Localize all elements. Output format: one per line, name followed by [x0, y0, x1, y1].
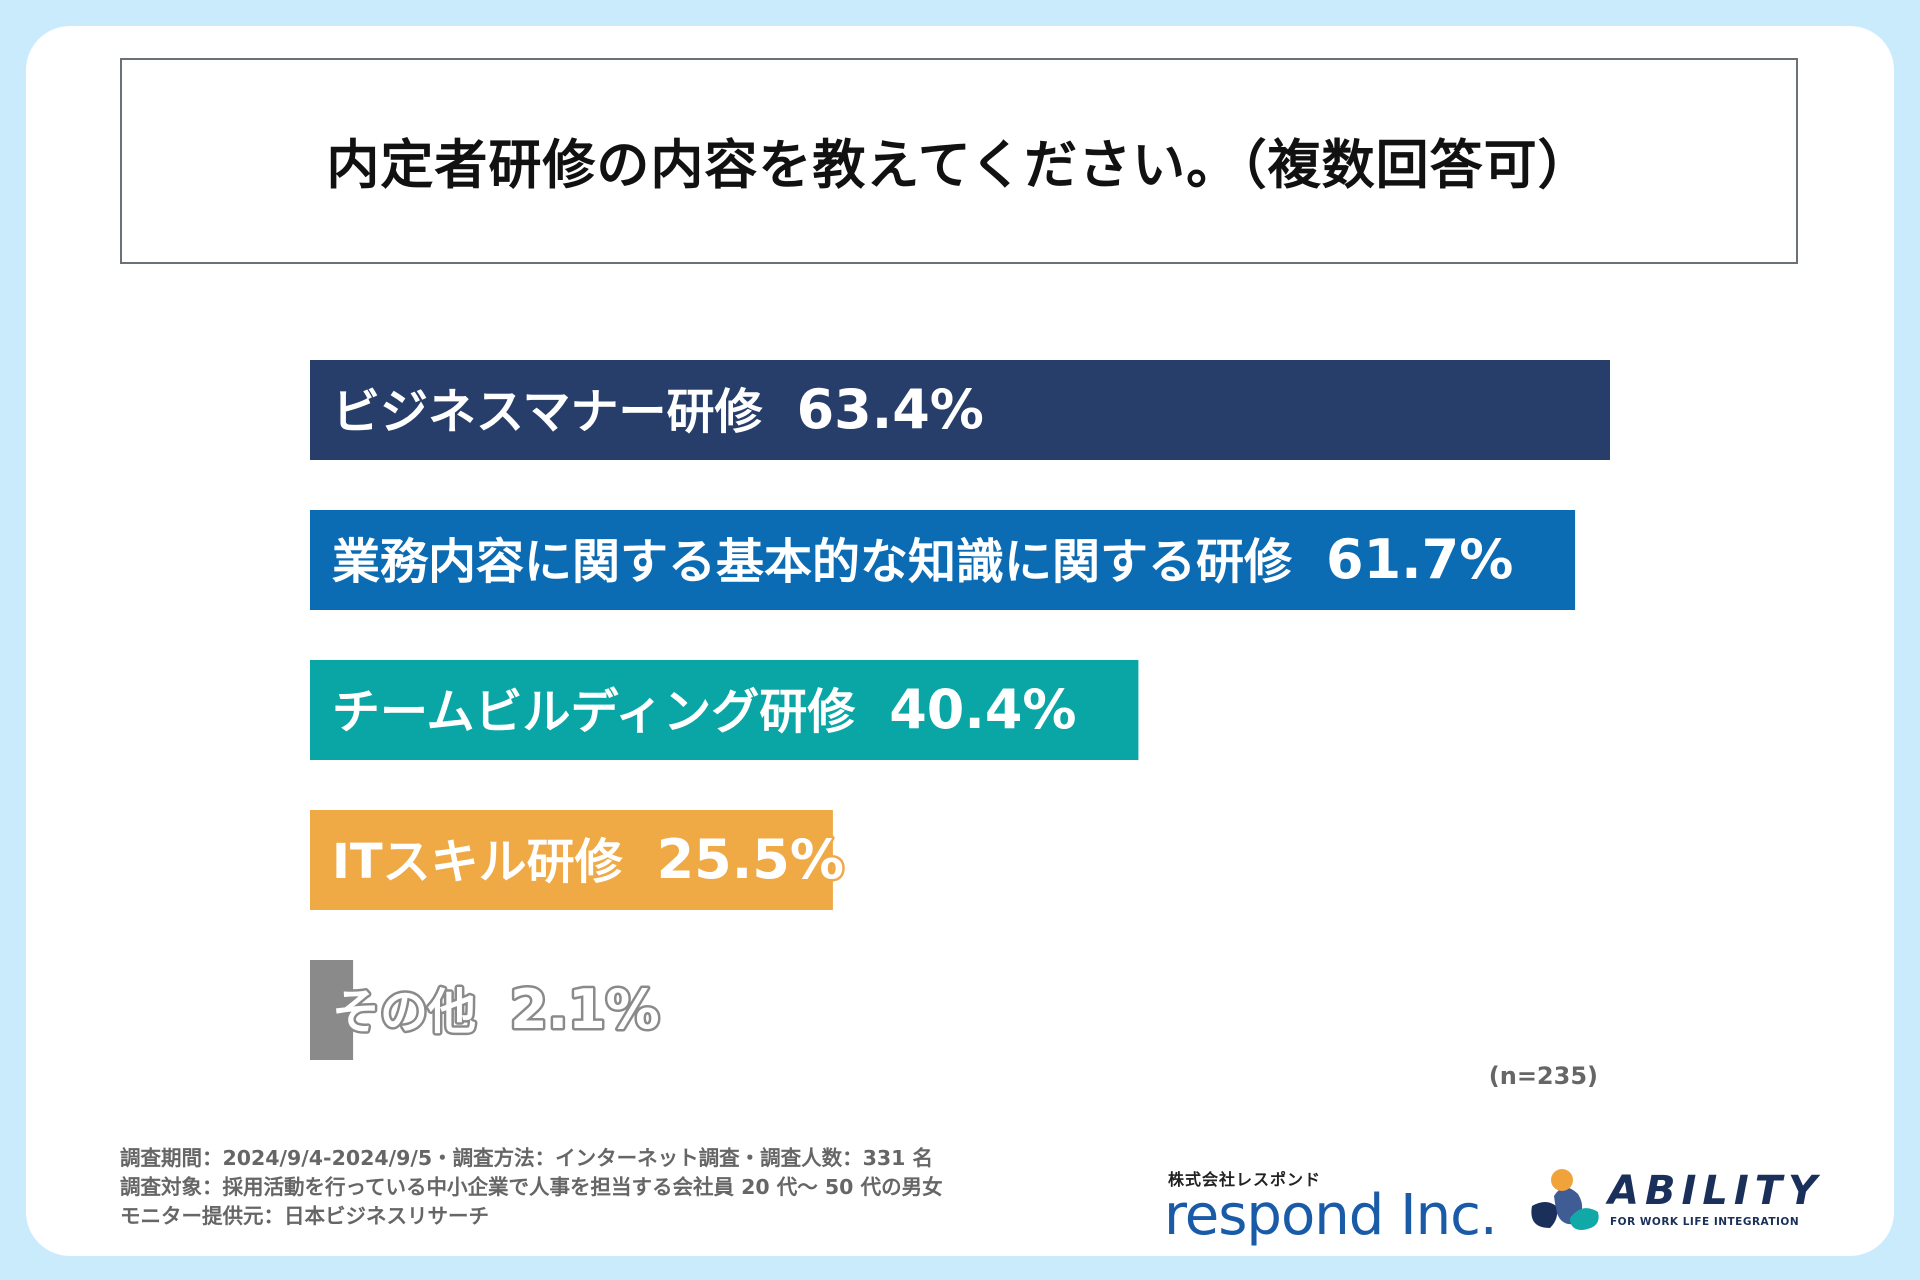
ability-logo-wordmark: ABILITY	[1608, 1168, 1823, 1214]
bar-label-4: ITスキル研修 25.5%	[332, 828, 844, 891]
category-label-4: ITスキル研修	[332, 834, 624, 890]
bar-4	[310, 810, 833, 910]
respond-logo-subtitle: 株式会社レスポンド	[1168, 1170, 1322, 1189]
bar-label-1: ビジネスマナー研修 63.4%	[332, 378, 984, 441]
bar-5	[310, 960, 354, 1060]
ability-logo: ABILITY FOR WORK LIFE INTEGRATION	[1526, 1166, 1817, 1232]
bar-label-5: その他 2.1%	[332, 978, 660, 1041]
value-label-5: 2.1%	[510, 978, 660, 1041]
value-label-2: 61.7%	[1326, 528, 1513, 591]
sample-size-note: (n=235)	[1488, 1062, 1598, 1090]
category-label-1: ビジネスマナー研修	[332, 384, 764, 440]
title-box: 内定者研修の内容を教えてください。（複数回答可）	[120, 58, 1798, 264]
category-label-3: チームビルディング研修	[332, 684, 856, 740]
bar-3	[310, 660, 1139, 760]
value-label-3: 40.4%	[889, 678, 1076, 741]
bar-2	[310, 510, 1576, 610]
bar-label-3: チームビルディング研修 40.4%	[332, 678, 1077, 741]
footnote-line-target: 調査対象：採用活動を行っている中小企業で人事を担当する会社員 20 代～ 50 …	[120, 1175, 943, 1199]
chart-title: 内定者研修の内容を教えてください。（複数回答可）	[326, 135, 1592, 196]
footnote-line-period: 調査期間：2024/9/4-2024/9/5・調査方法：インターネット調査・調査…	[120, 1146, 934, 1170]
ability-logo-icon	[1531, 1169, 1599, 1230]
footnote-line-provider: モニター提供元：日本ビジネスリサーチ	[120, 1204, 489, 1228]
respond-logo: 株式会社レスポンド respond Inc.	[1164, 1166, 1498, 1248]
ability-logo-tagline: FOR WORK LIFE INTEGRATION	[1610, 1216, 1800, 1228]
respond-logo-wordmark: respond Inc.	[1164, 1183, 1498, 1248]
category-label-5: その他	[332, 984, 476, 1040]
value-label-4: 25.5%	[657, 828, 844, 891]
bar-label-2: 業務内容に関する基本的な知識に関する研修 61.7%	[332, 528, 1513, 591]
survey-footnote: 調査期間：2024/9/4-2024/9/5・調査方法：インターネット調査・調査…	[120, 1144, 943, 1231]
bar-1	[310, 360, 1610, 460]
category-label-2: 業務内容に関する基本的な知識に関する研修	[332, 534, 1293, 590]
value-label-1: 63.4%	[797, 378, 984, 441]
